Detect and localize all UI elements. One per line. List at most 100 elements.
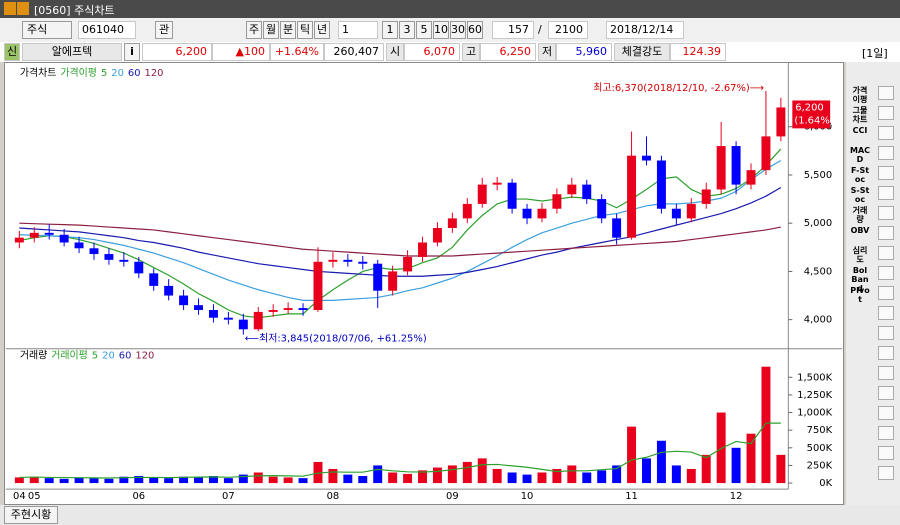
minute-button[interactable]: 3 — [399, 21, 415, 39]
period-label: [1일] — [862, 47, 888, 60]
tool-icon[interactable] — [878, 146, 894, 160]
y-tick-label: 4,000 — [804, 315, 832, 326]
tool-icon[interactable] — [878, 346, 894, 360]
y-tick-label: 0K — [819, 478, 832, 489]
market-select[interactable]: 주식 — [22, 21, 72, 39]
indicator-button[interactable]: OBV — [850, 226, 870, 235]
tool-icon[interactable] — [878, 166, 894, 180]
legend: 거래량 거래이평 5 20 60 120 — [20, 350, 155, 362]
indicator-button[interactable]: MACD — [849, 146, 871, 164]
volume-bar — [462, 461, 472, 484]
indicator-button[interactable]: 심리도 — [852, 246, 868, 264]
candle-body — [701, 189, 711, 204]
tool-icon[interactable] — [878, 246, 894, 260]
date-input[interactable]: 2018/12/14 — [606, 21, 684, 39]
info-row: 신 알에프텍 i 6,200 ▲100 +1.64% 260,407 시 6,0… — [0, 42, 900, 62]
period-button[interactable]: 주 — [246, 21, 262, 39]
candle-body — [507, 182, 517, 209]
tool-icon[interactable] — [878, 106, 894, 120]
ma-line — [19, 148, 782, 319]
volume-bar — [403, 473, 413, 484]
tool-icon[interactable] — [878, 326, 894, 340]
tool-icon[interactable] — [878, 386, 894, 400]
tool-icon[interactable] — [878, 366, 894, 380]
candle-body — [74, 242, 84, 249]
volume-bar — [134, 476, 144, 484]
candle-body — [447, 218, 457, 229]
minute-button[interactable]: 5 — [416, 21, 432, 39]
tool-icon[interactable] — [878, 226, 894, 240]
volume-bar — [686, 468, 696, 484]
candle-body — [642, 155, 651, 161]
candle-body — [686, 203, 696, 219]
legend-entry: 120 — [145, 68, 164, 79]
legend-entry: 120 — [135, 351, 154, 362]
volume-bar — [44, 478, 54, 484]
x-tick-label: 11 — [625, 491, 638, 502]
total-input[interactable]: 2100 — [548, 21, 588, 39]
unit-input[interactable]: 1 — [338, 21, 378, 39]
candle-body — [268, 310, 278, 312]
volume-bar — [612, 465, 622, 484]
volume: 260,407 — [324, 43, 384, 61]
tool-icon[interactable] — [878, 466, 894, 480]
stock-name: 알에프텍 — [22, 43, 122, 61]
volume-bar — [208, 476, 218, 484]
tool-icon[interactable] — [878, 286, 894, 300]
indicator-button[interactable]: CCI — [852, 126, 868, 135]
period-button[interactable]: 월 — [263, 21, 279, 39]
volume-bar — [373, 465, 383, 484]
indicator-button[interactable]: PIvot — [850, 286, 870, 304]
candle-body — [418, 242, 427, 257]
tool-icon[interactable] — [878, 306, 894, 320]
minute-button[interactable]: 1 — [382, 21, 398, 39]
candle-body — [298, 308, 308, 311]
tool-icon[interactable] — [878, 206, 894, 220]
candle-body — [253, 311, 263, 330]
button[interactable]: 관 — [155, 21, 173, 39]
candle-body — [89, 248, 99, 255]
legend-entry: 5 — [101, 68, 107, 79]
volume-bar — [552, 468, 562, 484]
candle-body — [731, 146, 741, 185]
volume-bar — [761, 366, 771, 484]
tool-icon[interactable] — [878, 186, 894, 200]
code-input[interactable]: 061040 — [78, 21, 136, 39]
minute-button[interactable]: 30 — [450, 21, 466, 39]
count-input[interactable]: 157 — [492, 21, 534, 39]
bottom-tab[interactable]: 주현시황 — [4, 506, 58, 524]
volume-bar — [432, 467, 442, 484]
icon — [17, 2, 29, 15]
tool-icon[interactable] — [878, 266, 894, 280]
indicator-button[interactable]: 가격이평 — [852, 86, 868, 104]
volume-bar — [194, 477, 204, 484]
indicator-button[interactable]: 그물차트 — [852, 106, 868, 124]
indicator-button[interactable]: 거래량 — [852, 206, 868, 224]
minute-button[interactable]: 60 — [467, 21, 483, 39]
volume-bar — [731, 447, 741, 484]
high-annotation: 최고:6,370(2018/12/10, -2.67%)⟶ — [593, 82, 764, 94]
indicator-button[interactable]: F-Stoc — [850, 166, 870, 184]
volume-bar — [14, 477, 24, 484]
volume-bar — [746, 433, 756, 484]
y-tick-label: 5,500 — [804, 170, 832, 181]
volume-bar — [268, 476, 278, 484]
period-button[interactable]: 분 — [280, 21, 296, 39]
volume-bar — [507, 472, 517, 484]
tool-icon[interactable] — [878, 406, 894, 420]
indicator-button[interactable]: S-Stoc — [850, 186, 870, 204]
ma-line — [19, 422, 781, 479]
x-tick-label: 04 — [13, 491, 26, 502]
tool-icon[interactable] — [878, 126, 894, 140]
current-price-box — [792, 100, 831, 129]
tool-icon[interactable] — [878, 86, 894, 100]
tool-icon[interactable] — [878, 446, 894, 460]
minute-button[interactable]: 10 — [433, 21, 449, 39]
tool-icon[interactable] — [878, 426, 894, 440]
info-button[interactable]: i — [124, 43, 140, 61]
period-button[interactable]: 틱 — [297, 21, 313, 39]
legend-entry: 5 — [92, 351, 98, 362]
period-button[interactable]: 년 — [314, 21, 330, 39]
indicator-button[interactable]: Bol Band — [851, 266, 869, 293]
